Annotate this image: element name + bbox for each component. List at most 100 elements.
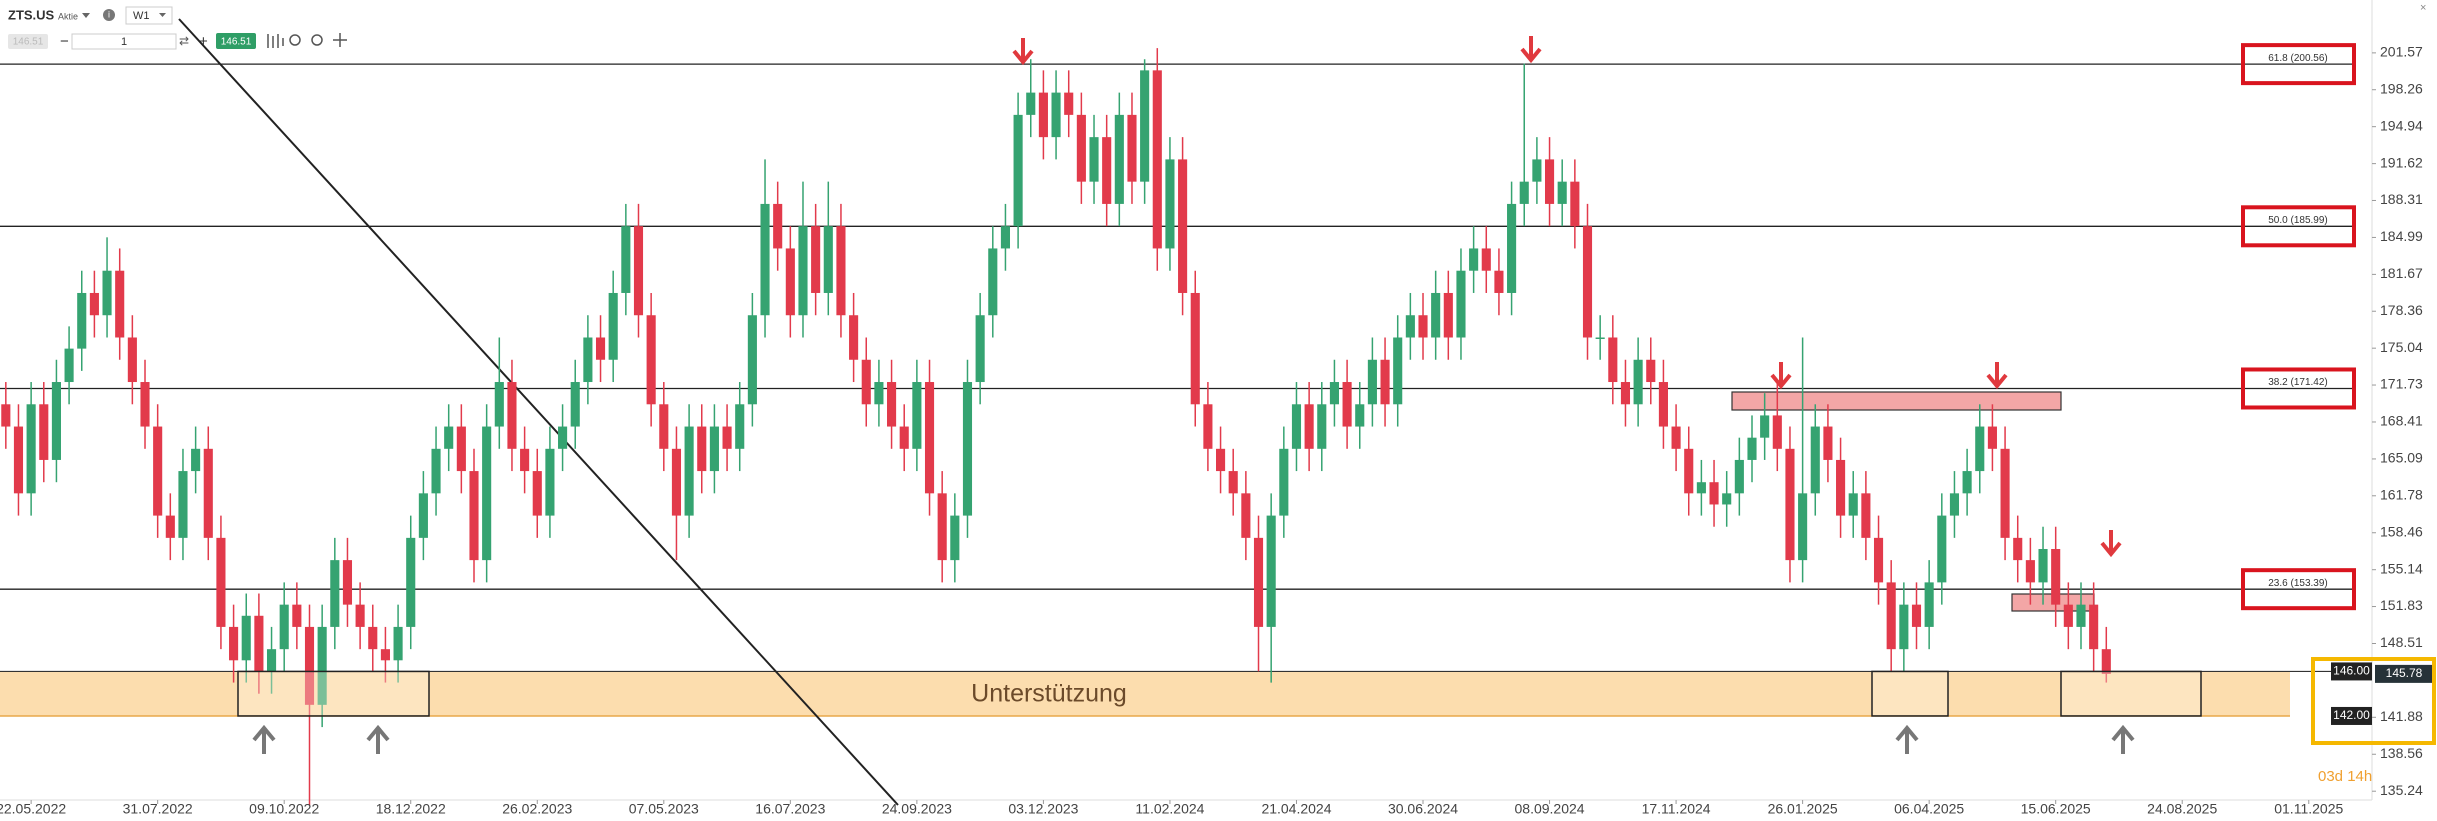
candle-body xyxy=(178,471,188,538)
main-layer xyxy=(0,18,2352,806)
candle-body xyxy=(2013,537,2023,561)
candle-body xyxy=(1253,537,1264,627)
x-tick-label: 11.02.2024 xyxy=(1135,801,1204,817)
timer: 03d 14h xyxy=(2318,768,2372,785)
candle-body xyxy=(1722,493,1732,505)
x-tick-label: 26.01.2025 xyxy=(1768,801,1838,817)
ask-badge[interactable] xyxy=(216,33,256,49)
timeframe: W1 xyxy=(133,10,150,22)
x-tick-label: 01.11.2025 xyxy=(2274,801,2343,817)
quantity-input[interactable] xyxy=(71,33,177,50)
bid-badge[interactable] xyxy=(8,34,48,49)
candle-body xyxy=(229,626,239,661)
candle-body xyxy=(671,448,682,516)
y-tick-label: 178.36 xyxy=(2380,302,2423,318)
price-tag-label: 146.00 xyxy=(2333,664,2370,678)
info-icon[interactable] xyxy=(103,9,115,21)
fib-label: 50.0 (185.99) xyxy=(2268,215,2328,226)
candle-body xyxy=(1241,493,1251,538)
candle-body xyxy=(26,404,36,494)
trend-line xyxy=(178,18,899,806)
price-tag-label: 142.00 xyxy=(2333,708,2370,722)
candle-body xyxy=(1355,404,1365,427)
candle-body xyxy=(191,448,201,472)
down-arrow xyxy=(1986,362,2008,390)
candle-body xyxy=(1937,515,1947,583)
x-tick-label: 30.06.2024 xyxy=(1388,801,1458,817)
candle-body xyxy=(1013,114,1023,227)
candle-body xyxy=(2051,548,2061,605)
down-arrow xyxy=(1520,36,1542,64)
candle-body xyxy=(279,604,289,650)
candle-body xyxy=(595,337,606,360)
candle-body xyxy=(1291,404,1302,449)
candle-body xyxy=(722,426,732,449)
plus-button[interactable]: + xyxy=(199,33,208,50)
candle-body xyxy=(747,315,757,405)
candle-body xyxy=(64,348,74,383)
candle-body xyxy=(1772,415,1782,449)
price-tag-label: 145.78 xyxy=(2386,666,2423,680)
window-controls[interactable]: × xyxy=(2420,2,2426,14)
fib-label-highlight xyxy=(2241,43,2356,86)
symbol[interactable]: ZTS.US xyxy=(8,7,55,22)
crosshair[interactable] xyxy=(333,33,347,47)
candle-body xyxy=(1696,482,1706,494)
x-tick-label: 24.08.2025 xyxy=(2147,801,2217,817)
price-highlight xyxy=(2311,657,2436,745)
candle-body xyxy=(1595,337,1605,339)
bid-price: 146.51 xyxy=(13,37,44,48)
candle-body xyxy=(1266,515,1276,627)
candle-body xyxy=(418,493,428,538)
candle-body xyxy=(532,471,542,516)
x-tick-label: 07.05.2023 xyxy=(629,801,699,817)
candle-body xyxy=(1127,114,1137,182)
candle-body xyxy=(342,560,353,605)
dropdown-icon[interactable] xyxy=(82,13,90,18)
minus-button[interactable]: − xyxy=(60,33,69,50)
chart-tools[interactable] xyxy=(267,33,347,48)
candle-body xyxy=(545,448,555,516)
candle-body xyxy=(659,404,669,449)
x-tick-label: 03.12.2023 xyxy=(1008,801,1078,817)
candle-body xyxy=(368,626,378,650)
fib-label-highlight xyxy=(2241,367,2356,410)
y-tick-label: 168.41 xyxy=(2380,413,2423,429)
fib-label: 38.2 (171.42) xyxy=(2268,377,2328,388)
candle-body xyxy=(507,382,517,449)
candle-body xyxy=(1000,226,1011,249)
candle-body xyxy=(937,493,947,561)
y-tick-label: 181.67 xyxy=(2380,265,2423,281)
zoom-in[interactable] xyxy=(311,34,323,46)
candle-body xyxy=(330,560,340,627)
swap-button[interactable]: ⇄ xyxy=(179,34,189,48)
candle-body xyxy=(646,315,656,405)
y-tick-label: 188.31 xyxy=(2380,191,2423,207)
timeframe-box[interactable] xyxy=(125,6,173,25)
candle-body xyxy=(482,426,492,561)
support-label: Unterstützung xyxy=(971,679,1127,707)
candle-tool[interactable] xyxy=(267,34,284,48)
candle-body xyxy=(1620,382,1631,405)
candle-body xyxy=(456,426,466,472)
y-tick-label: 141.88 xyxy=(2380,708,2423,724)
candle-body xyxy=(1393,337,1403,405)
candle-body xyxy=(203,448,213,538)
candle-body xyxy=(1848,493,1858,516)
x-tick-label: 17.11.2024 xyxy=(1642,801,1711,817)
candle-body xyxy=(266,649,277,672)
asset-type: Aktie xyxy=(58,11,78,21)
zoom-out[interactable] xyxy=(289,34,301,46)
candle-body xyxy=(1798,493,1808,561)
candle-body xyxy=(1608,337,1618,383)
candle-body xyxy=(874,382,884,405)
candle-body xyxy=(1873,537,1884,583)
candle-body xyxy=(1949,493,1960,516)
candle-body xyxy=(1051,92,1061,138)
candle-body xyxy=(1279,448,1289,516)
candle-body xyxy=(975,315,985,383)
candle-body xyxy=(950,515,960,561)
candle-body xyxy=(304,626,315,705)
candle-body xyxy=(317,626,327,705)
